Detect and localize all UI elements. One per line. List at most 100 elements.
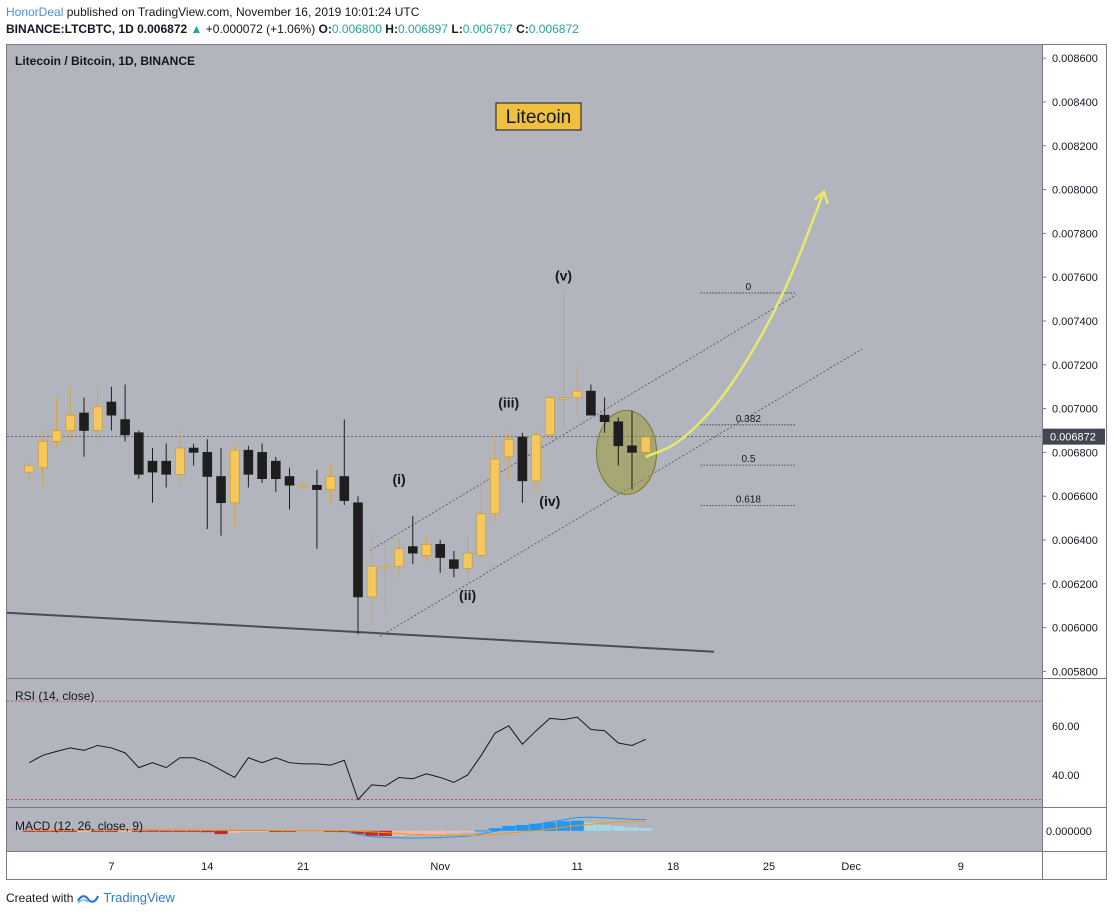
- candle-body: [51, 430, 62, 442]
- price-axis-label: 0.007800: [1052, 228, 1098, 240]
- macd-title: MACD (12, 26, close, 9): [15, 819, 143, 833]
- macd-histogram-bar: [50, 830, 64, 832]
- macd-histogram-bar: [447, 830, 461, 834]
- candle-body: [65, 414, 76, 431]
- candle-body: [120, 419, 130, 436]
- candle-body: [490, 458, 500, 515]
- rsi-pane-bg: [7, 679, 1042, 807]
- candle-body: [325, 476, 336, 490]
- time-axis-label: 14: [201, 861, 213, 873]
- last-price-tag-label: 0.006872: [1050, 432, 1096, 444]
- macd-histogram-bar: [146, 830, 159, 832]
- time-axis-label: 11: [571, 861, 582, 873]
- macd-histogram-bar: [310, 830, 324, 832]
- macd-histogram-bar: [584, 822, 598, 831]
- rsi-axis-label: 40.00: [1052, 770, 1080, 782]
- candle-body: [394, 548, 404, 567]
- time-axis-label: 9: [958, 861, 964, 873]
- low-label: L:: [451, 22, 463, 36]
- macd-histogram-bar: [187, 830, 201, 832]
- macd-histogram-bar: [283, 830, 296, 832]
- candle-body: [134, 432, 144, 475]
- price-axis-label: 0.008600: [1052, 53, 1098, 65]
- fib-level-label: 0.618: [736, 495, 761, 506]
- created-with-text: Created with: [6, 890, 74, 905]
- macd-histogram-bar: [461, 830, 475, 833]
- wave-label: (i): [392, 471, 405, 487]
- macd-histogram-bar: [296, 830, 310, 832]
- projection-arrowhead: [813, 189, 829, 205]
- symbol-label: BINANCE:LTCBTC, 1D: [6, 22, 134, 36]
- candle-body: [229, 449, 240, 504]
- chart-header: HonorDeal published on TradingView.com, …: [6, 4, 579, 38]
- macd-histogram-bar: [36, 830, 50, 832]
- candle-body: [106, 401, 117, 416]
- macd-histogram-bar: [63, 830, 77, 832]
- candle-body: [257, 452, 267, 479]
- litecoin-label: Litecoin: [506, 107, 572, 128]
- macd-histogram-bar: [91, 830, 105, 832]
- candle-body: [298, 484, 309, 488]
- fib-level-label: 0.382: [736, 414, 761, 425]
- last-price: 0.006872: [137, 22, 188, 36]
- macd-histogram-bar: [557, 821, 570, 831]
- fib-level-label: 0: [746, 282, 752, 293]
- price-axis-label: 0.005800: [1052, 666, 1098, 678]
- main-pane-title: Litecoin / Bitcoin, 1D, BINANCE: [15, 54, 195, 68]
- price-axis-label: 0.006600: [1052, 491, 1098, 503]
- candle-body: [627, 445, 637, 453]
- low-value: 0.006767: [462, 22, 513, 36]
- macd-histogram-bar: [255, 830, 269, 832]
- publish-info: published on TradingView.com, November 1…: [66, 5, 420, 19]
- candle-body: [243, 449, 254, 475]
- macd-histogram-bar: [241, 830, 255, 832]
- macd-histogram-bar: [77, 830, 91, 832]
- candle-body: [38, 441, 48, 469]
- high-label: H:: [385, 22, 398, 36]
- price-axis-label: 0.007200: [1052, 360, 1098, 372]
- candle-body: [599, 414, 610, 423]
- macd-histogram-bar: [625, 827, 639, 831]
- price-axis-label: 0.006400: [1052, 535, 1098, 547]
- macd-histogram-bar: [378, 830, 392, 836]
- footer: Created with TradingView: [6, 890, 175, 905]
- tradingview-brand-link[interactable]: TradingView: [103, 890, 175, 905]
- macd-histogram-bar: [324, 830, 338, 832]
- candle-body: [79, 412, 89, 431]
- wave-label: (ii): [459, 587, 476, 603]
- macd-histogram-bar: [159, 830, 173, 832]
- price-axis-label: 0.006000: [1052, 623, 1098, 635]
- time-axis-label: 18: [667, 861, 679, 873]
- candle-body: [586, 390, 596, 416]
- macd-histogram-bar: [214, 830, 228, 835]
- author-link[interactable]: HonorDeal: [6, 5, 64, 19]
- macd-histogram-bar: [488, 828, 502, 831]
- rsi-title: RSI (14, close): [15, 689, 94, 703]
- candle-body: [202, 452, 213, 477]
- high-value: 0.006897: [397, 22, 449, 36]
- last-price-tag: [1043, 428, 1105, 445]
- projection-arrow: [645, 191, 825, 458]
- macd-histogram-bar: [132, 830, 146, 832]
- macd-histogram-bar: [337, 830, 351, 833]
- macd-histogram-bar: [118, 830, 132, 832]
- time-axis-label: 25: [763, 861, 775, 873]
- time-axis-label: Nov: [430, 861, 450, 873]
- macd-histogram-bar: [351, 830, 365, 834]
- price-axis-label: 0.006200: [1052, 579, 1098, 591]
- change-value: +0.000072 (+1.06%): [205, 22, 316, 36]
- candle-body: [366, 565, 377, 598]
- price-axis-label: 0.007400: [1052, 316, 1098, 328]
- candle-body: [284, 476, 295, 486]
- candle-body: [270, 460, 281, 479]
- support-trendline: [6, 611, 715, 653]
- macd-histogram-bar: [22, 830, 36, 832]
- candle-body: [544, 397, 555, 436]
- tradingview-logo-icon: [77, 894, 100, 904]
- candle-body: [421, 544, 432, 556]
- macd-histogram-bar: [433, 830, 447, 835]
- candle-body: [449, 559, 459, 569]
- macd-histogram-bar: [269, 830, 283, 832]
- macd-histogram-bar: [639, 828, 653, 831]
